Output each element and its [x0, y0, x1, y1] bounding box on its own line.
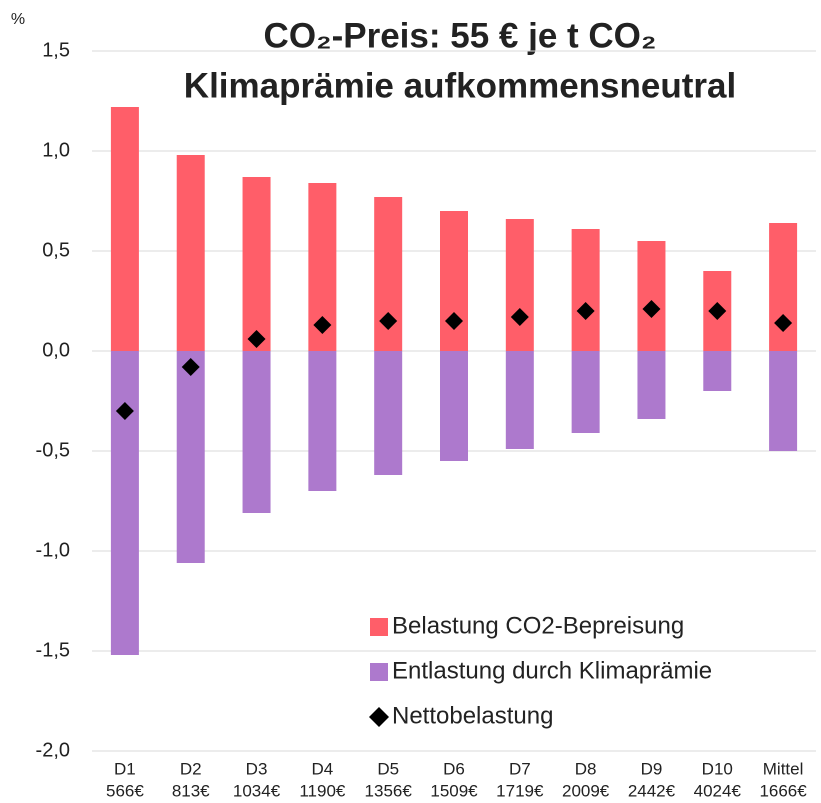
y-tick-label: 0,0: [42, 339, 70, 361]
bar: [242, 177, 271, 351]
x-tick-sublabel: 566€: [106, 781, 144, 800]
x-tick-label: D7: [509, 759, 531, 778]
legend-swatch: [370, 663, 388, 681]
net-marker: [642, 300, 661, 318]
x-tick-label: D5: [377, 759, 399, 778]
x-tick-label: D8: [575, 759, 597, 778]
legend-label: Entlastung durch Klimaprämie: [392, 657, 712, 684]
x-tick-sublabel: 813€: [172, 781, 210, 800]
bar: [308, 351, 337, 491]
legend-swatch: [369, 707, 389, 727]
x-tick-sublabel: 2442€: [628, 781, 676, 800]
x-tick-sublabel: 4024€: [694, 781, 742, 800]
net-marker: [379, 312, 398, 330]
x-tick-sublabel: 1034€: [233, 781, 281, 800]
x-tick-sublabel: 1719€: [496, 781, 544, 800]
x-tick-label: D9: [641, 759, 663, 778]
legend-label: Nettobelastung: [392, 702, 553, 729]
x-tick-sublabel: 1190€: [299, 781, 346, 800]
bar: [637, 241, 666, 351]
x-tick-label: D2: [180, 759, 202, 778]
bar: [769, 351, 798, 451]
y-tick-label: 0,5: [42, 239, 70, 261]
x-tick-label: D3: [246, 759, 268, 778]
bar: [505, 351, 534, 449]
y-tick-label: -1,5: [36, 639, 70, 661]
bar: [637, 351, 666, 419]
bar: [571, 351, 600, 433]
bar: [110, 351, 139, 655]
x-tick-label: D4: [311, 759, 333, 778]
x-tick-label: Mittel: [763, 759, 804, 778]
y-tick-label: -1,0: [36, 539, 70, 561]
net-marker: [115, 402, 134, 420]
bar: [176, 351, 205, 563]
legend-swatch: [370, 618, 388, 636]
legend-label: Belastung CO2-Bepreisung: [392, 612, 684, 639]
bar: [505, 219, 534, 351]
bar: [374, 351, 403, 475]
bar: [110, 107, 139, 351]
x-tick-label: D1: [114, 759, 136, 778]
bar: [176, 155, 205, 351]
chart-title: Klimaprämie aufkommensneutral: [184, 66, 736, 105]
y-tick-label: 1,0: [42, 139, 70, 161]
net-marker: [313, 316, 332, 334]
net-marker: [510, 308, 529, 326]
bar: [440, 351, 468, 461]
net-marker: [445, 312, 463, 330]
net-marker: [181, 358, 200, 376]
net-marker: [774, 314, 793, 332]
x-tick-label: D6: [443, 759, 465, 778]
y-unit: %: [11, 11, 25, 28]
x-tick-sublabel: 1356€: [365, 781, 413, 800]
net-marker: [708, 302, 727, 320]
bar: [242, 351, 271, 513]
net-marker: [576, 302, 595, 320]
bar: [703, 351, 732, 391]
bar: [571, 229, 600, 351]
x-tick-label: D10: [702, 759, 733, 778]
y-tick-label: -2,0: [36, 739, 70, 761]
x-tick-sublabel: 1666€: [759, 781, 807, 800]
net-marker: [247, 330, 266, 348]
y-tick-label: -0,5: [36, 439, 70, 461]
y-tick-label: 1,5: [42, 39, 70, 61]
x-tick-sublabel: 2009€: [562, 781, 610, 800]
x-tick-sublabel: 1509€: [430, 781, 478, 800]
chart-title: CO₂-Preis: 55 € je t CO₂: [264, 16, 657, 55]
